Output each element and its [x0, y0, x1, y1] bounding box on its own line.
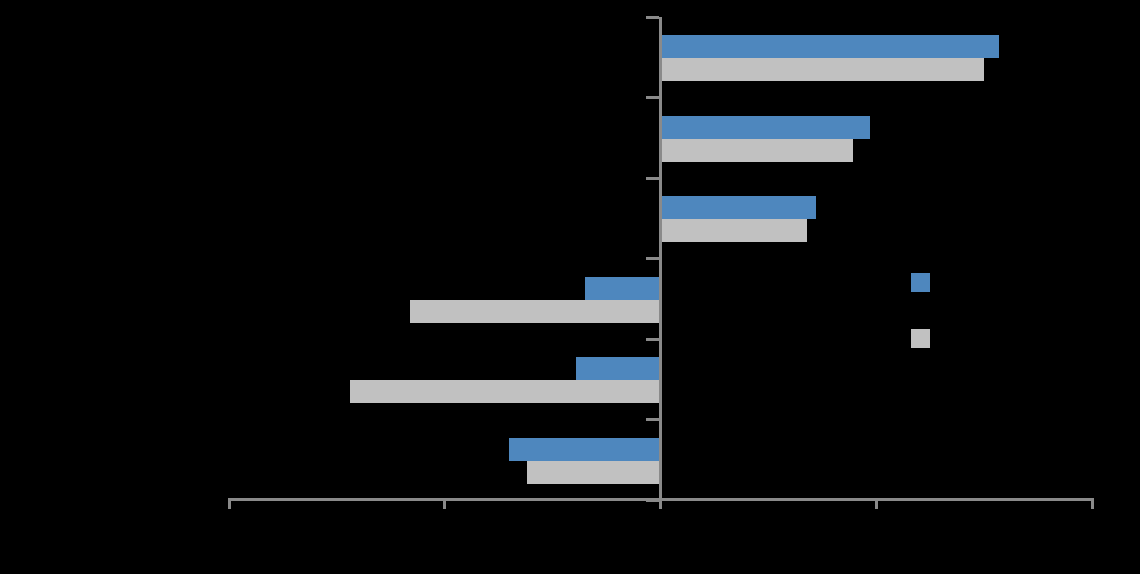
y-axis-tick [646, 337, 659, 341]
x-axis-tick [443, 497, 447, 509]
bar-series-blue-row-6 [509, 437, 661, 461]
y-axis-tick [646, 257, 659, 260]
bar-series-gray-row-5 [349, 380, 661, 403]
x-axis-tick [1090, 497, 1094, 509]
x-axis-tick [874, 497, 878, 509]
bar-series-gray-row-2 [660, 138, 853, 162]
y-axis-tick [646, 96, 659, 99]
bar-series-gray-row-1 [660, 58, 985, 81]
bar-series-gray-row-3 [660, 219, 808, 242]
bar-series-blue-row-1 [660, 35, 1000, 58]
bar-series-gray-row-6 [526, 460, 661, 484]
bar-series-gray-row-4 [410, 299, 661, 323]
x-axis-tick [659, 497, 662, 509]
y-axis-line [659, 17, 662, 499]
y-axis-tick [646, 15, 659, 19]
y-axis-tick [646, 418, 659, 421]
legend-swatch-series-blue [911, 273, 930, 292]
bar-series-blue-row-5 [576, 357, 661, 380]
legend-swatch-series-gray [911, 329, 930, 348]
x-axis-tick [227, 497, 231, 509]
bar-series-blue-row-2 [660, 115, 870, 139]
y-axis-tick [646, 176, 659, 180]
bar-series-blue-row-3 [660, 196, 816, 219]
bar-series-blue-row-4 [584, 276, 661, 300]
